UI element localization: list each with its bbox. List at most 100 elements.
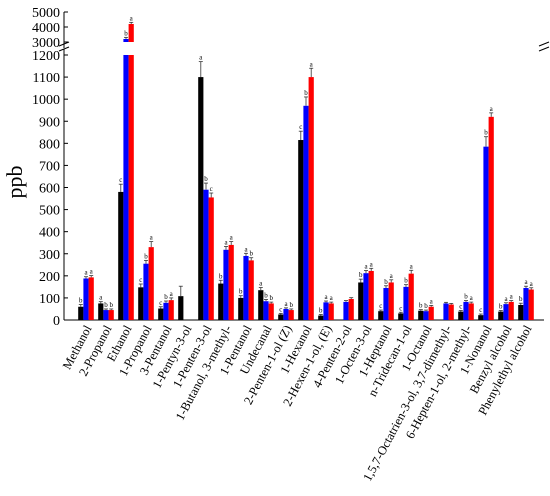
bar [83, 278, 89, 320]
bar [108, 310, 114, 320]
bar [308, 77, 314, 320]
bar [368, 270, 374, 320]
significance-letter: a [84, 269, 88, 277]
y-tick-label: 300 [39, 248, 60, 263]
y-axis-label: ppb [2, 166, 27, 199]
significance-letter: a [130, 14, 134, 22]
bar [143, 263, 149, 320]
y-tick-label: 0 [53, 314, 60, 329]
y-tick-label: 800 [39, 137, 60, 152]
bar [463, 301, 469, 320]
bar [408, 273, 414, 320]
significance-letter: c [159, 299, 162, 307]
bar [228, 244, 234, 320]
significance-letter: b [404, 277, 408, 285]
bar [268, 303, 274, 320]
significance-letter: a [490, 105, 494, 113]
bar [238, 297, 244, 320]
significance-letter: a [199, 54, 203, 62]
significance-letter: a [150, 234, 154, 242]
bar [203, 189, 209, 320]
significance-letter: b [319, 306, 323, 314]
axis-break-mark [538, 46, 550, 52]
significance-letter: b [484, 129, 488, 137]
y-tick-label: 1000 [32, 93, 60, 108]
bar [128, 24, 134, 42]
significance-letter: a [170, 290, 174, 298]
significance-letter: c [459, 303, 462, 311]
significance-letter: a [430, 297, 434, 305]
bar [118, 191, 124, 320]
y-tick-label: 600 [39, 182, 60, 197]
significance-letter: b [384, 278, 388, 286]
significance-letter: c [139, 276, 142, 284]
significance-letter: a [410, 262, 414, 270]
bar [168, 300, 174, 320]
significance-letter: a [284, 300, 288, 308]
bar [158, 308, 164, 320]
bar [343, 301, 349, 320]
bar [303, 105, 309, 321]
significance-letter: a [324, 293, 328, 301]
bar [488, 116, 494, 320]
bar [123, 39, 129, 42]
axis-break-mark [58, 41, 70, 47]
significance-letter: c [119, 176, 122, 184]
significance-letter: a [99, 294, 103, 302]
bar [403, 286, 409, 320]
y-tick-label: 400 [39, 226, 60, 241]
bar [98, 303, 104, 320]
bar [383, 287, 389, 320]
significance-letter: b [79, 297, 83, 305]
significance-letter: b [499, 303, 503, 311]
bar [288, 310, 294, 320]
bar [208, 197, 214, 320]
significance-letter: a [370, 260, 374, 268]
bar [88, 277, 94, 320]
bar [138, 287, 144, 320]
significance-letter: a [224, 238, 228, 246]
significance-letter: b [424, 302, 428, 310]
y-tick-label: 100 [39, 292, 60, 307]
bar [278, 314, 284, 320]
y-tick-label: 1200 [32, 49, 60, 64]
y-tick-label: 5000 [32, 6, 60, 21]
significance-letter: b [264, 291, 268, 299]
significance-letter: b [204, 175, 208, 183]
bar [328, 303, 334, 320]
significance-letter: c [299, 123, 302, 131]
x-axis-category-labels: Methanol2-PropanolEthanol1-Propanol3-Pen… [60, 322, 535, 483]
significance-letter: c [479, 306, 482, 314]
significance-letter: a [510, 293, 514, 301]
y-tick-label: 1100 [33, 71, 60, 86]
bar [283, 308, 289, 320]
bar [528, 289, 534, 320]
bar [423, 311, 429, 320]
bar [418, 310, 424, 320]
bar [258, 290, 264, 320]
significance-letter: a [524, 278, 528, 286]
y-tick-label: 900 [39, 115, 60, 130]
bar [318, 315, 324, 320]
bar [468, 303, 474, 320]
bar-layer [78, 24, 534, 321]
bar [103, 310, 109, 320]
significance-letter: b [164, 293, 168, 301]
significance-letter: b [249, 250, 253, 258]
bar [388, 282, 394, 320]
bar [428, 306, 434, 320]
significance-letter: a [364, 263, 368, 271]
significance-letter: c [210, 185, 213, 193]
significance-letter: a [330, 294, 334, 302]
bar [518, 304, 524, 320]
bar [198, 77, 204, 320]
significance-letter: a [90, 268, 94, 276]
significance-letter: b [144, 252, 148, 260]
significance-letter: a [230, 234, 234, 242]
bar [78, 306, 84, 320]
bar [178, 296, 184, 320]
bar [243, 255, 249, 320]
y-tick-label: 3000 [32, 36, 60, 51]
